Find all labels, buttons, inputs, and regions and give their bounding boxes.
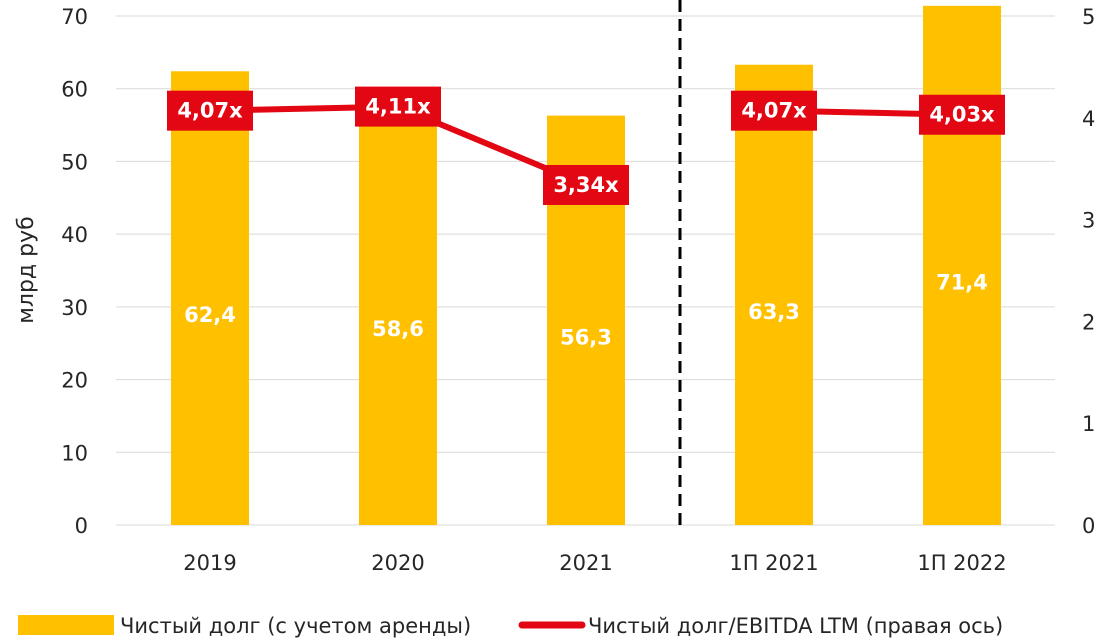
y-tick-label: 60 <box>61 78 88 102</box>
y-tick-label: 0 <box>75 514 88 538</box>
ratio-label-box <box>543 164 629 205</box>
bar-value-label: 58,6 <box>372 317 424 341</box>
legend: Чистый долг (с учетом аренды) Чистый дол… <box>18 614 1003 638</box>
y2-tick-label: 4 <box>1082 107 1095 131</box>
x-tick-label: 2021 <box>559 551 612 575</box>
y-tick-label: 70 <box>61 5 88 29</box>
ratio-value-label: 3,34x <box>553 173 619 197</box>
x-axis: 2019 2020 2021 1П 2021 1П 2022 <box>183 551 1006 575</box>
bar-value-label: 63,3 <box>748 300 800 324</box>
x-tick-label: 1П 2021 <box>729 551 818 575</box>
ratio-label-box <box>731 90 817 131</box>
bar <box>359 98 437 525</box>
y-tick-label: 30 <box>61 296 88 320</box>
y2-tick-label: 5 <box>1082 5 1095 29</box>
y-tick-label: 50 <box>61 150 88 174</box>
y2-tick-label: 2 <box>1082 310 1095 334</box>
x-tick-label: 1П 2022 <box>917 551 1006 575</box>
data-labels: 62,4 58,6 56,3 63,3 71,4 4,07x 4,11x 3,34x 4,07x… <box>167 86 1005 349</box>
legend-line-label: Чистый долг/EBITDA LTM (правая ось) <box>588 614 1003 638</box>
ratio-value-label: 4,11x <box>365 95 431 119</box>
right-axis: 0 1 2 3 4 5 <box>1082 5 1095 538</box>
bars <box>171 5 1001 526</box>
ratio-label-box <box>167 90 253 131</box>
bar-value-label: 62,4 <box>184 303 236 327</box>
ratio-value-label: 4,03x <box>929 103 995 127</box>
ratio-value-label: 4,07x <box>741 99 807 123</box>
bar-value-label: 71,4 <box>936 270 988 294</box>
ratio-label-box <box>919 94 1005 135</box>
y-axis-title: млрд руб <box>14 216 39 323</box>
x-tick-label: 2019 <box>183 551 236 575</box>
legend-bar-swatch <box>18 615 114 635</box>
y2-tick-label: 0 <box>1082 514 1095 538</box>
bar <box>171 71 249 526</box>
bar <box>735 64 813 526</box>
y2-tick-label: 1 <box>1082 412 1095 436</box>
y-tick-label: 10 <box>61 441 88 465</box>
ratio-label-box <box>355 86 441 127</box>
bar <box>923 5 1001 525</box>
y-tick-label: 20 <box>61 369 88 393</box>
x-tick-label: 2020 <box>371 551 424 575</box>
y-tick-label: 40 <box>61 223 88 247</box>
left-axis: 0 10 20 30 40 50 60 70 <box>61 5 88 538</box>
y2-tick-label: 3 <box>1082 209 1095 233</box>
bar-value-label: 56,3 <box>560 325 612 349</box>
ratio-value-label: 4,07x <box>177 99 243 123</box>
legend-bar-label: Чистый долг (с учетом аренды) <box>120 614 471 638</box>
